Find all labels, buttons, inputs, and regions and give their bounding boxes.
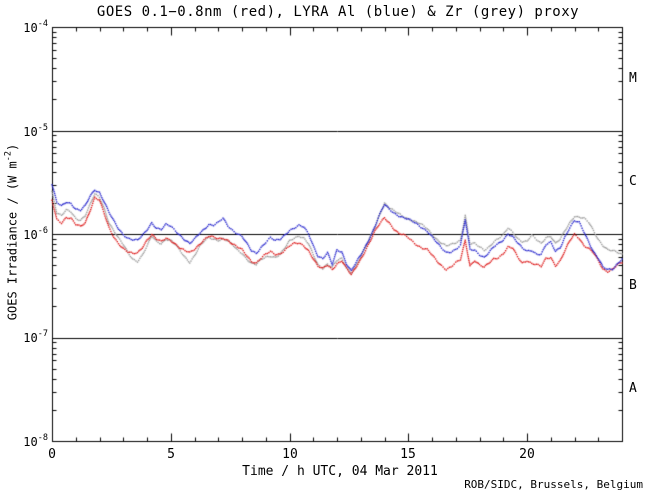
exponent: -5 — [37, 123, 48, 133]
exponent: -6 — [37, 226, 48, 236]
chart-title: GOES 0.1−0.8nm (red), LYRA Al (blue) & Z… — [96, 4, 580, 20]
flare-class-label-m: M — [629, 71, 637, 86]
flare-class-label-c: C — [629, 174, 637, 189]
flare-class-label-b: B — [629, 278, 637, 293]
y-tick-label-1e-8: 10-8 — [23, 433, 48, 449]
x-tick-label-15: 15 — [400, 447, 416, 462]
y-axis-label: GOES Irradiance / (W m-2) — [3, 143, 20, 321]
x-tick-label-10: 10 — [282, 447, 298, 462]
exponent: -8 — [37, 433, 48, 443]
y-tick-label-1e-5: 10-5 — [23, 123, 48, 139]
flare-class-label-a: A — [629, 381, 637, 396]
exponent: -4 — [37, 19, 48, 29]
credit-text: ROB/SIDC, Brussels, Belgium — [464, 478, 643, 491]
y-tick-label-1e-6: 10-6 — [23, 226, 48, 242]
x-tick-label-0: 0 — [48, 447, 56, 462]
y-tick-label-1e-7: 10-7 — [23, 329, 48, 345]
y-tick-label-1e-4: 10-4 — [23, 19, 48, 35]
exponent: -7 — [37, 329, 48, 339]
x-tick-label-20: 20 — [519, 447, 535, 462]
x-tick-label-5: 5 — [167, 447, 175, 462]
exponent: -2 — [3, 151, 14, 162]
x-axis-label: Time / h UTC, 04 Mar 2011 — [242, 464, 438, 479]
